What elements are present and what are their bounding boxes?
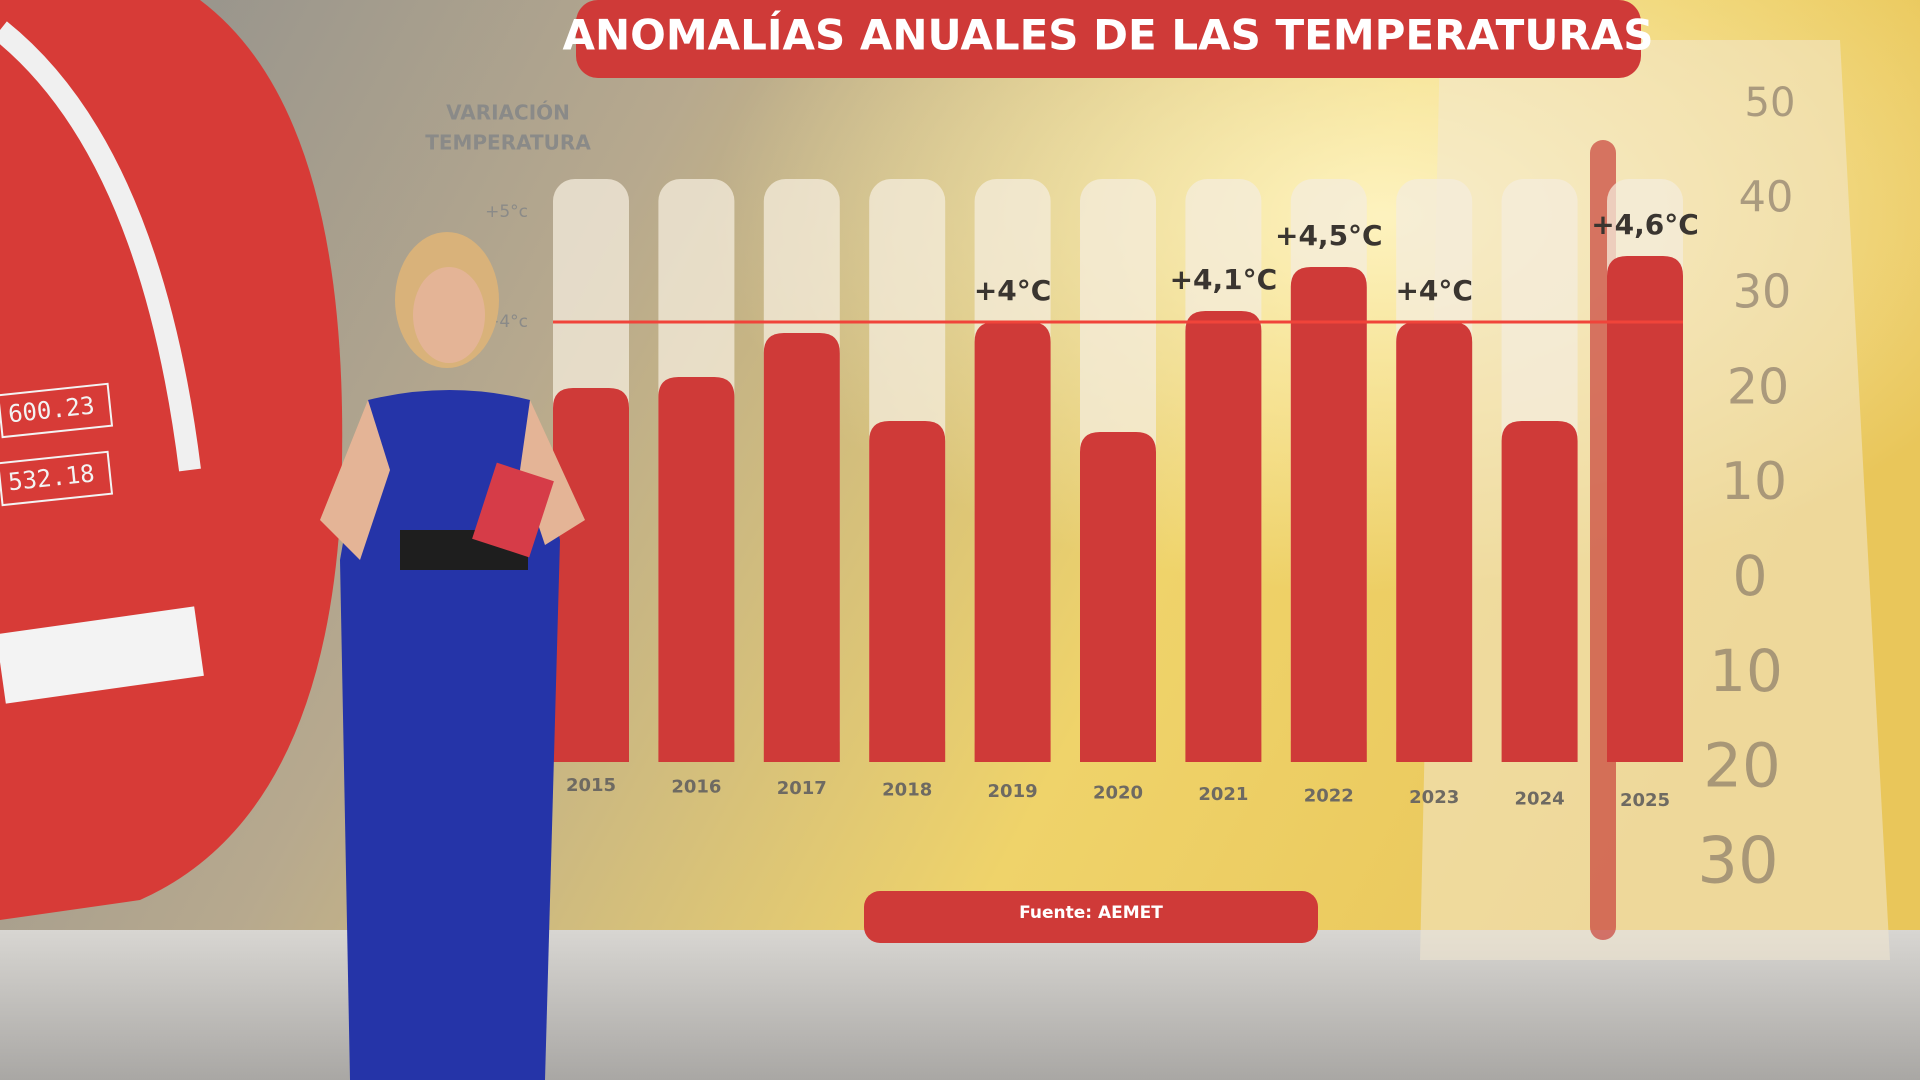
x-tick-label: 2018 xyxy=(882,780,932,801)
value-label: +4,1°C xyxy=(1170,263,1278,296)
bar xyxy=(974,322,1051,762)
thermometer-label: 20 xyxy=(1703,731,1781,802)
screen-number-box xyxy=(0,450,114,507)
left-globe-arc xyxy=(0,21,201,472)
x-tick-label: 2017 xyxy=(777,778,827,799)
bar xyxy=(1290,267,1367,762)
presenter-face xyxy=(413,267,485,363)
bar xyxy=(1501,421,1578,762)
value-label: +4°C xyxy=(1395,274,1473,307)
screen-number-box xyxy=(0,382,114,439)
bar xyxy=(1396,322,1473,762)
thermometer-label: 40 xyxy=(1739,173,1794,223)
thermometer-label: 10 xyxy=(1709,637,1783,705)
bar xyxy=(763,333,840,762)
x-tick-label: 2023 xyxy=(1409,787,1459,808)
thermometer-label: 0 xyxy=(1733,544,1768,608)
thermometer-label: 10 xyxy=(1721,452,1787,512)
presenter xyxy=(320,232,585,1080)
presenter-cards xyxy=(472,462,554,558)
y-axis-label: TEMPERATURA xyxy=(425,131,591,155)
x-tick-label: 2016 xyxy=(671,777,721,798)
x-tick-label: 2015 xyxy=(566,775,616,796)
x-tick-label: 2022 xyxy=(1304,786,1354,807)
screen-number: 532.18 xyxy=(0,450,114,507)
bar xyxy=(658,377,735,762)
thermometer-label: 30 xyxy=(1733,265,1792,319)
value-label: +4°C xyxy=(974,274,1052,307)
bar xyxy=(1185,311,1262,762)
thermometer-scale: 50 40 30 20 10 0 10 20 30 xyxy=(1697,80,1795,899)
x-tick-label: 2019 xyxy=(988,781,1038,802)
x-tick-label: 2024 xyxy=(1515,789,1565,810)
chart-title: ANOMALÍAS ANUALES DE LAS TEMPERATURAS xyxy=(562,10,1653,60)
screen-number: 600.23 xyxy=(0,382,114,439)
value-label: +4,6°C xyxy=(1591,208,1699,241)
source: Fuente: AEMET xyxy=(1019,903,1163,923)
y-tick-label: +5°c xyxy=(485,202,528,222)
bar xyxy=(553,388,629,762)
x-tick-label: 2020 xyxy=(1093,783,1143,804)
bar xyxy=(1080,432,1156,762)
x-tick-label: 2021 xyxy=(1198,784,1248,805)
y-axis-label: VARIACIÓN xyxy=(446,101,570,125)
presenter-arm xyxy=(320,400,390,560)
left-globe-band xyxy=(0,606,204,704)
title-banner xyxy=(576,0,1641,78)
chart: 2015 2016 2017 2018 2019 2020 2021 2022 2023 2024… xyxy=(485,179,1699,811)
thermometer-label: 30 xyxy=(1697,825,1778,899)
thermometer-label: 50 xyxy=(1745,80,1796,126)
bar xyxy=(869,421,946,762)
value-label: +4,5°C xyxy=(1275,219,1383,252)
x-tick-label: 2025 xyxy=(1620,790,1670,811)
source-box xyxy=(864,891,1318,943)
thermometer-label: 20 xyxy=(1727,359,1789,416)
bar xyxy=(1607,256,1683,762)
screen-numbers: 600.23 532.18 xyxy=(0,382,114,507)
